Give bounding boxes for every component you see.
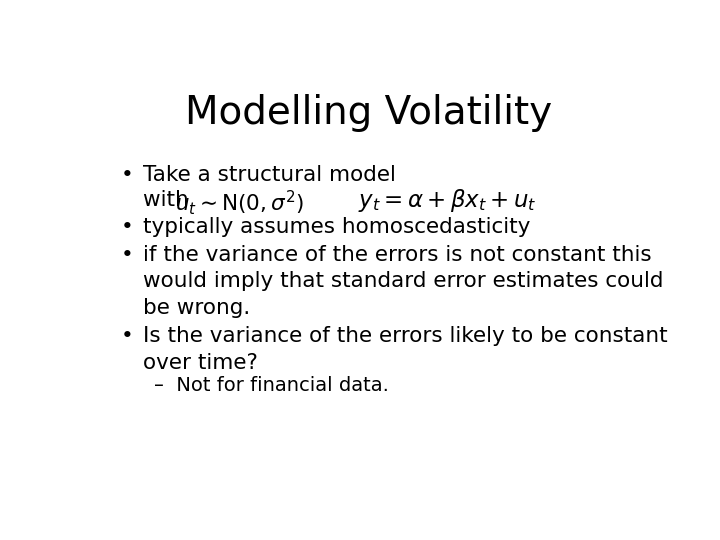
Text: $y_t = \alpha + \beta x_t + u_t$: $y_t = \alpha + \beta x_t + u_t$ xyxy=(358,187,536,214)
Text: Is the variance of the errors likely to be constant: Is the variance of the errors likely to … xyxy=(143,326,667,346)
Text: •: • xyxy=(121,326,133,346)
Text: if the variance of the errors is not constant this: if the variance of the errors is not con… xyxy=(143,245,652,265)
Text: Modelling Volatility: Modelling Volatility xyxy=(186,94,552,132)
Text: $u_t \sim \mathrm{N}(0,\sigma^2)$: $u_t \sim \mathrm{N}(0,\sigma^2)$ xyxy=(175,188,304,217)
Text: over time?: over time? xyxy=(143,353,258,373)
Text: •: • xyxy=(121,165,133,185)
Text: with: with xyxy=(143,190,196,210)
Text: typically assumes homoscedasticity: typically assumes homoscedasticity xyxy=(143,217,531,237)
Text: Take a structural model: Take a structural model xyxy=(143,165,396,185)
Text: –  Not for financial data.: – Not for financial data. xyxy=(154,376,389,395)
Text: be wrong.: be wrong. xyxy=(143,298,251,318)
Text: •: • xyxy=(121,217,133,237)
Text: •: • xyxy=(121,245,133,265)
Text: would imply that standard error estimates could: would imply that standard error estimate… xyxy=(143,272,664,292)
